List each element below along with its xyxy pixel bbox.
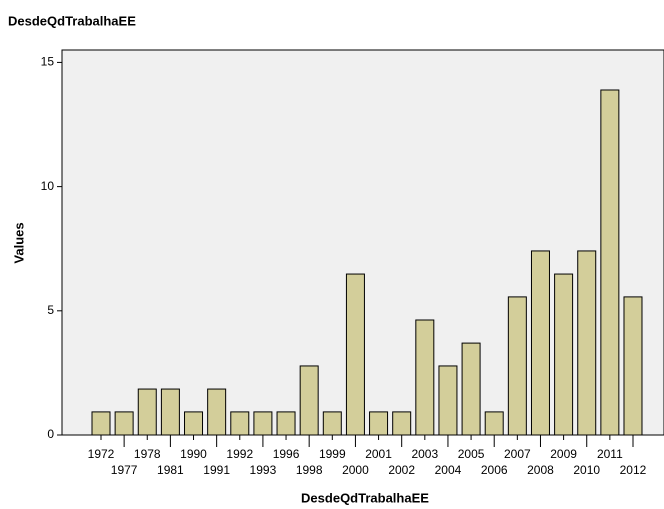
bar [322,411,342,436]
bar [91,411,111,436]
y-tick-label: 10 [41,179,55,193]
bar [554,273,574,436]
bar [438,365,458,436]
x-tick-label: 1999 [319,447,346,461]
bar [507,296,527,436]
bar [530,250,550,436]
bar [160,388,180,436]
bar [484,411,504,436]
x-tick-label: 1993 [250,463,277,477]
y-axis-title: Values [11,222,26,263]
x-tick-label: 1996 [273,447,300,461]
x-tick-label: 1992 [226,447,253,461]
x-tick-label: 2009 [550,447,577,461]
x-tick-label: 2002 [388,463,415,477]
bar [577,250,597,436]
x-tick-label: 2005 [458,447,485,461]
bar [392,411,412,436]
x-tick-label: 2004 [435,463,462,477]
x-tick-label: 2011 [597,447,623,461]
bar [114,411,134,436]
bar [600,89,620,436]
x-tick-label: 2006 [481,463,508,477]
bar [623,296,643,436]
bar [461,342,481,436]
bar [253,411,273,436]
bar [369,411,389,436]
bar [415,319,435,436]
bar [276,411,296,436]
bar [137,388,157,436]
chart-title: DesdeQdTrabalhaEE [8,13,136,28]
bar [184,411,204,436]
x-axis-title: DesdeQdTrabalhaEE [301,490,429,505]
x-tick-label: 1972 [88,447,115,461]
x-tick-label: 1981 [157,463,184,477]
bar [230,411,250,436]
bar [345,273,365,436]
y-tick-label: 0 [47,427,54,441]
x-tick-label: 1991 [203,463,230,477]
bar [299,365,319,436]
x-tick-label: 1998 [296,463,323,477]
x-tick-label: 2010 [573,463,600,477]
x-tick-label: 2007 [504,447,531,461]
bar [207,388,227,436]
x-tick-label: 1990 [180,447,207,461]
y-tick-label: 5 [47,303,54,317]
x-tick-label: 2008 [527,463,554,477]
x-tick-label: 2012 [620,463,647,477]
x-tick-label: 2000 [342,463,369,477]
x-tick-label: 1977 [111,463,138,477]
x-tick-label: 2003 [411,447,438,461]
x-tick-label: 2001 [365,447,392,461]
y-tick-label: 15 [41,55,55,69]
x-tick-label: 1978 [134,447,161,461]
